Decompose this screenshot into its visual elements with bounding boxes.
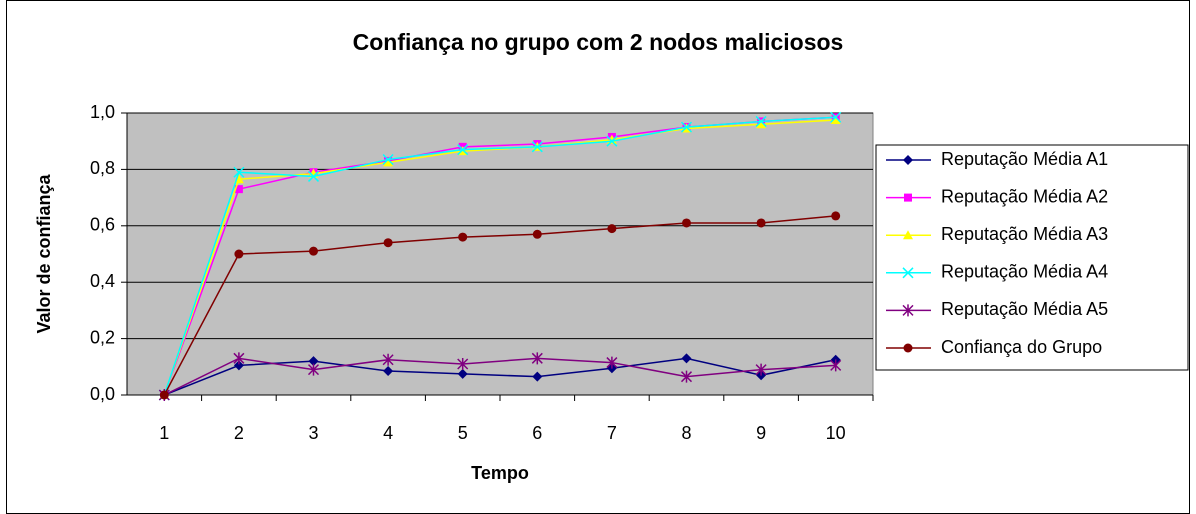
legend-marker xyxy=(903,155,913,165)
legend-box xyxy=(875,144,1189,371)
legend-marker xyxy=(902,267,914,279)
marker xyxy=(234,249,244,259)
legend-marker xyxy=(904,193,912,202)
x-tick-label: 4 xyxy=(383,423,393,443)
marker xyxy=(680,370,693,383)
marker xyxy=(457,368,468,379)
marker xyxy=(682,218,691,228)
legend-marker xyxy=(903,230,913,240)
x-axis-label: Tempo xyxy=(471,463,529,483)
marker xyxy=(307,170,320,182)
marker xyxy=(606,135,618,147)
marker xyxy=(756,218,766,228)
marker xyxy=(756,119,767,129)
marker xyxy=(532,371,543,382)
chart-title: Confiança no grupo com 2 nodos malicioso… xyxy=(353,29,844,55)
marker xyxy=(531,141,543,153)
legend-label: Reputação Média A2 xyxy=(941,186,1108,206)
marker xyxy=(383,238,393,248)
x-tick-label: 10 xyxy=(826,423,846,443)
marker xyxy=(307,363,320,376)
legend-label: Reputação Média A3 xyxy=(941,224,1108,244)
marker xyxy=(606,356,618,369)
legend-label: Reputação Média A5 xyxy=(941,299,1108,319)
legend-marker xyxy=(903,343,913,353)
legend-marker xyxy=(902,304,914,317)
y-tick-label: 0,0 xyxy=(90,384,115,404)
marker xyxy=(831,211,841,221)
x-tick-label: 3 xyxy=(308,423,318,443)
marker xyxy=(382,153,394,166)
legend-label: Reputação Média A4 xyxy=(941,262,1108,282)
marker xyxy=(830,115,841,125)
marker xyxy=(233,352,245,365)
marker xyxy=(383,366,394,377)
y-tick-label: 0,8 xyxy=(90,158,115,178)
marker xyxy=(681,353,692,364)
x-tick-label: 8 xyxy=(681,423,691,443)
marker xyxy=(680,121,693,133)
y-tick-label: 0,2 xyxy=(90,327,115,347)
marker xyxy=(457,144,469,156)
marker xyxy=(607,224,617,234)
marker xyxy=(233,166,245,178)
y-axis-label: Valor de confiança xyxy=(34,173,54,333)
marker xyxy=(234,185,243,194)
marker xyxy=(383,157,394,167)
legend-label: Reputação Média A1 xyxy=(941,149,1108,169)
x-tick-label: 5 xyxy=(458,423,468,443)
marker xyxy=(382,353,394,366)
x-tick-label: 1 xyxy=(159,423,169,443)
series-line xyxy=(163,357,836,396)
marker xyxy=(159,390,169,400)
x-tick-label: 6 xyxy=(532,423,542,443)
x-tick-label: 2 xyxy=(234,423,244,443)
series-line xyxy=(163,215,836,396)
y-tick-label: 0,6 xyxy=(90,215,115,235)
y-tick-label: 1,0 xyxy=(90,102,115,122)
marker xyxy=(457,357,469,370)
legend-label: Confiança do Grupo xyxy=(941,337,1102,357)
marker xyxy=(830,359,842,372)
marker xyxy=(755,115,767,127)
x-tick-label: 7 xyxy=(607,423,617,443)
marker xyxy=(308,356,319,367)
marker xyxy=(830,111,842,123)
series-line xyxy=(163,116,836,396)
marker xyxy=(755,363,767,376)
marker xyxy=(532,229,542,239)
marker xyxy=(531,352,543,365)
x-tick-label: 9 xyxy=(756,423,766,443)
marker xyxy=(309,246,318,256)
marker xyxy=(458,232,468,242)
marker xyxy=(233,360,244,371)
y-tick-label: 0,4 xyxy=(90,271,115,291)
